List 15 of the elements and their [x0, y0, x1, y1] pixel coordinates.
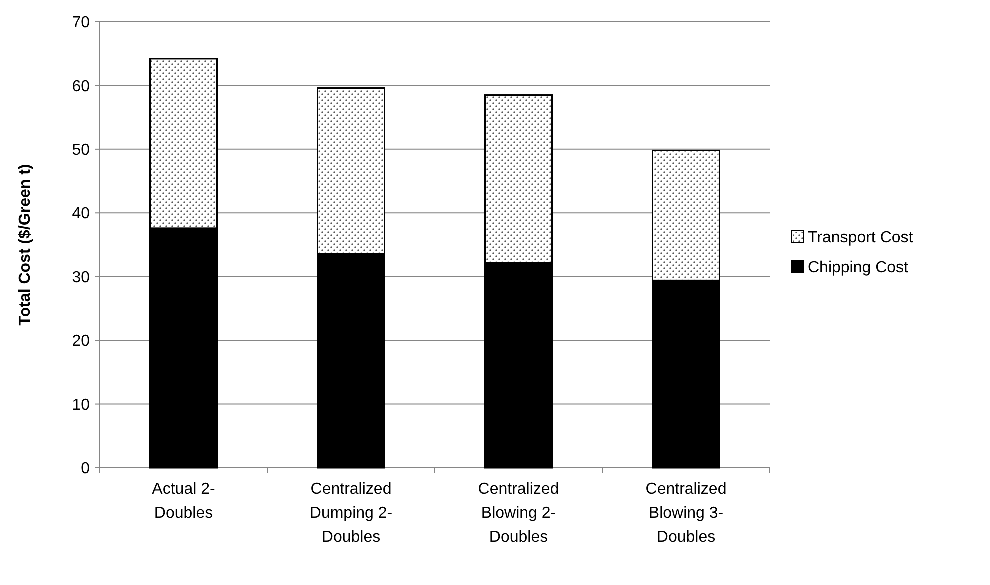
- y-tick-label: 40: [72, 206, 90, 223]
- y-tick-label: 60: [72, 78, 90, 96]
- x-tick-label: Centralized Blowing 3-Doubles: [646, 481, 727, 546]
- x-tick-label: Centralized Blowing 2-Doubles: [478, 481, 560, 546]
- y-tick-label: 0: [81, 460, 90, 478]
- y-axis-title: Total Cost ($/Green t): [17, 164, 34, 326]
- y-tick-label: 20: [72, 333, 90, 350]
- legend-label: Transport Cost: [808, 230, 914, 247]
- x-tick-label: Centralized Dumping 2-Doubles: [310, 481, 393, 546]
- y-tick-label: 50: [72, 142, 90, 160]
- x-tick-label: Actual 2-Doubles: [152, 481, 216, 522]
- y-tick-label: 10: [72, 396, 90, 414]
- y-tick-label: 30: [72, 269, 90, 286]
- legend-label: Chipping Cost: [808, 260, 910, 277]
- y-tick-label: 70: [72, 14, 90, 32]
